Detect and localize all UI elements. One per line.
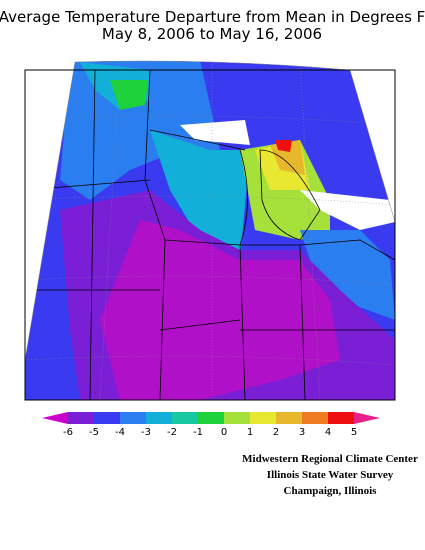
legend-tick-label: 4 [325, 427, 331, 438]
color-legend: -6 -5 -4 -3 -2 -1 0 1 2 3 4 5 [42, 412, 380, 438]
title-line-2: May 8, 2006 to May 16, 2006 [102, 25, 322, 43]
legend-box [172, 412, 198, 424]
legend-tick-label: -6 [63, 427, 73, 438]
credit-line: Illinois State Water Survey [267, 469, 394, 481]
legend-tick-label: -5 [89, 427, 99, 438]
legend-box [68, 412, 94, 424]
legend-box [250, 412, 276, 424]
legend-arrow [42, 412, 68, 424]
legend-tick-label: 3 [299, 427, 305, 438]
legend-tick-label: 1 [247, 427, 253, 438]
legend-tick-label: -2 [167, 427, 177, 438]
legend-box [146, 412, 172, 424]
title-line-1: Average Temperature Departure from Mean … [0, 8, 425, 26]
legend-box [302, 412, 328, 424]
legend-tick-label: 0 [221, 427, 227, 438]
legend-tick-label: 2 [273, 427, 279, 438]
legend-box [94, 412, 120, 424]
legend-box [120, 412, 146, 424]
legend-box [198, 412, 224, 424]
legend-tick-label: -3 [141, 427, 151, 438]
legend-tick-label: -4 [115, 427, 125, 438]
legend-tick-label: 5 [351, 427, 357, 438]
credit-line: Champaign, Illinois [284, 485, 378, 497]
credit-line: Midwestern Regional Climate Center [242, 453, 418, 465]
legend-arrow [354, 412, 380, 424]
legend-box [328, 412, 354, 424]
legend-box [276, 412, 302, 424]
legend-tick-label: -1 [193, 427, 203, 438]
map [24, 60, 396, 401]
legend-box [224, 412, 250, 424]
